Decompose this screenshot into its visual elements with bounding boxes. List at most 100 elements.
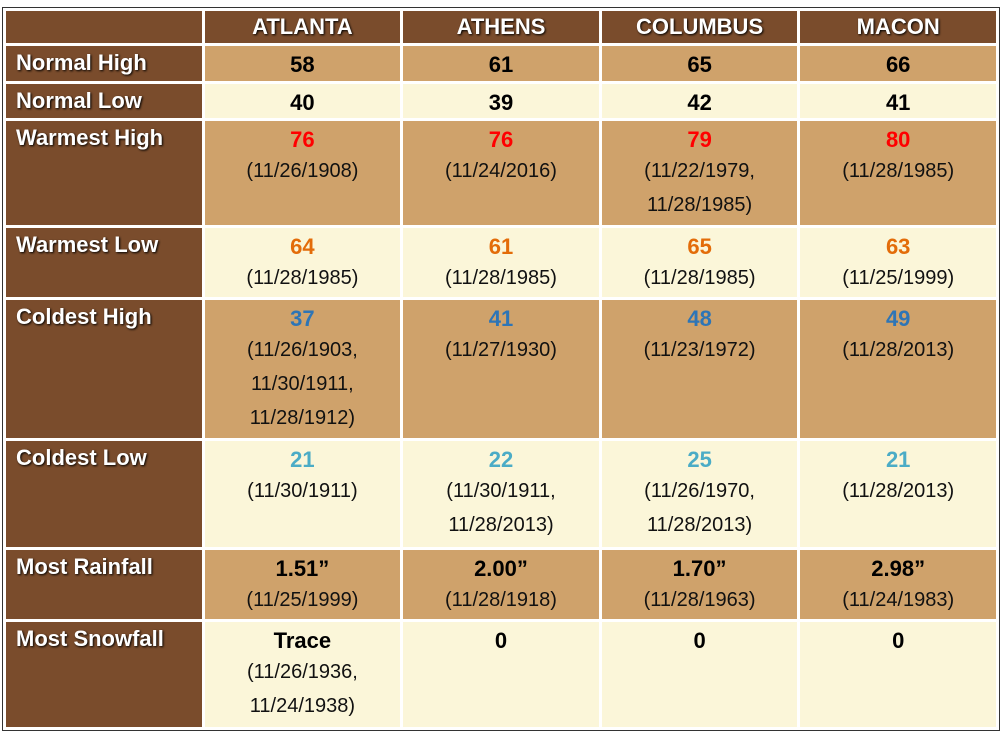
record-date: (11/28/2013) (842, 339, 955, 361)
row-label: Coldest High (3, 297, 205, 441)
record-value: 76 (290, 127, 315, 152)
record-value: 21 (290, 447, 315, 472)
record-value: 48 (687, 306, 712, 331)
record-value: 63 (885, 234, 911, 259)
column-header: ATHENS (400, 8, 602, 46)
record-date: (11/27/1930) (445, 339, 557, 361)
header-row: ATLANTA ATHENS COLUMBUS MACON (3, 8, 999, 46)
table-row: Coldest Low 21 (11/30/1911) 22 (11/30/1911, 1… (3, 438, 999, 550)
record-date: (11/28/2013) (842, 480, 955, 502)
data-cell: 58 (201, 43, 404, 84)
data-cell: 41 (11/27/1930) (400, 297, 602, 441)
record-date: 11/28/2013) (646, 514, 753, 536)
record-date: 11/24/1938) (249, 695, 356, 717)
row-label: Most Snowfall (3, 619, 205, 730)
record-date: (11/28/1918) (445, 589, 557, 611)
table-row: Warmest Low 64 (11/28/1985) 61 (11/28/1985) 6… (3, 225, 999, 300)
data-cell: 0 (400, 619, 602, 730)
data-cell: 64 (11/28/1985) (201, 225, 404, 300)
data-cell: 1.70” (11/28/1963) (598, 547, 801, 622)
record-date: (11/26/1970, (644, 480, 755, 502)
table: ATLANTA ATHENS COLUMBUS MACON Normal High 58… (3, 8, 999, 730)
record-value: 66 (885, 52, 911, 77)
record-date: (11/28/1985) (246, 267, 359, 289)
data-cell: 76 (11/24/2016) (400, 118, 602, 228)
row-label: Warmest Low (3, 225, 205, 300)
record-date: 11/28/1912) (249, 407, 356, 429)
data-cell: 2.98” (11/24/1983) (797, 547, 999, 622)
record-value: 2.00” (474, 556, 528, 581)
record-date: (11/28/1985) (842, 160, 955, 182)
record-date: (11/30/1911, (446, 480, 556, 502)
data-cell: 49 (11/28/2013) (797, 297, 999, 441)
data-cell: 0 (598, 619, 801, 730)
record-value: 25 (687, 447, 712, 472)
column-header: COLUMBUS (598, 8, 801, 46)
record-date: (11/28/1985) (445, 267, 557, 289)
record-date: (11/25/1999) (246, 589, 359, 611)
column-header: ATLANTA (201, 8, 404, 46)
data-cell: 39 (400, 81, 602, 121)
data-cell: 0 (797, 619, 999, 730)
data-cell: 2.00” (11/28/1918) (400, 547, 602, 622)
record-date: 11/30/1911, (251, 373, 354, 395)
data-cell: 66 (797, 43, 999, 84)
record-value: 37 (290, 306, 315, 331)
record-value: 22 (488, 447, 514, 472)
record-date: 11/28/1985) (646, 194, 753, 216)
record-date: (11/28/1963) (643, 589, 756, 611)
row-label: Normal Low (3, 81, 205, 121)
data-cell: 41 (797, 81, 999, 121)
record-date: (11/26/1903, (246, 339, 358, 361)
record-date: (11/24/1983) (842, 589, 955, 611)
data-cell: 79 (11/22/1979, 11/28/1985) (598, 118, 801, 228)
data-cell: 61 (11/28/1985) (400, 225, 602, 300)
table-row: Coldest High 37 (11/26/1903, 11/30/1911, 11/… (3, 297, 999, 441)
record-value: 40 (290, 90, 315, 115)
record-value: 0 (494, 628, 508, 653)
table-row: Normal High 58 61 65 66 (3, 43, 999, 84)
record-value: 41 (885, 90, 911, 115)
record-value: 58 (290, 52, 315, 77)
record-value: Trace (273, 628, 332, 653)
data-cell: 61 (400, 43, 602, 84)
record-value: 64 (290, 234, 315, 259)
record-date: (11/22/1979, (644, 160, 755, 182)
data-cell: 40 (201, 81, 404, 121)
column-header: MACON (797, 8, 999, 46)
data-cell: 25 (11/26/1970, 11/28/2013) (598, 438, 801, 550)
table-row: Normal Low 40 39 42 41 (3, 81, 999, 121)
data-cell: Trace (11/26/1936, 11/24/1938) (201, 619, 404, 730)
data-cell: 65 (598, 43, 801, 84)
record-value: 42 (687, 90, 712, 115)
record-value: 0 (693, 628, 706, 653)
records-table: ATLANTA ATHENS COLUMBUS MACON Normal High 58… (2, 7, 1000, 731)
record-value: 21 (885, 447, 911, 472)
row-label: Coldest Low (3, 438, 205, 550)
data-cell: 21 (11/30/1911) (201, 438, 404, 550)
table-row: Warmest High 76 (11/26/1908) 76 (11/24/2016)… (3, 118, 999, 228)
record-value: 61 (488, 52, 514, 77)
record-value: 39 (488, 90, 514, 115)
data-cell: 65 (11/28/1985) (598, 225, 801, 300)
record-date: (11/28/1985) (643, 267, 756, 289)
record-value: 1.51” (275, 556, 330, 581)
record-value: 49 (885, 306, 911, 331)
record-date: (11/23/1972) (643, 339, 756, 361)
record-date: (11/26/1936, (246, 661, 358, 683)
row-label: Warmest High (3, 118, 205, 228)
record-date: (11/24/2016) (445, 160, 557, 182)
record-value: 65 (687, 52, 712, 77)
record-value: 65 (687, 234, 712, 259)
data-cell: 63 (11/25/1999) (797, 225, 999, 300)
data-cell: 22 (11/30/1911, 11/28/2013) (400, 438, 602, 550)
record-date: (11/25/1999) (842, 267, 955, 289)
data-cell: 21 (11/28/2013) (797, 438, 999, 550)
corner-cell (3, 8, 205, 46)
record-value: 2.98” (871, 556, 926, 581)
record-value: 41 (488, 306, 514, 331)
record-value: 76 (488, 127, 514, 152)
data-cell: 42 (598, 81, 801, 121)
table-body: Normal High 58 61 65 66 Normal Low 40 39 42 41 War… (3, 43, 999, 730)
